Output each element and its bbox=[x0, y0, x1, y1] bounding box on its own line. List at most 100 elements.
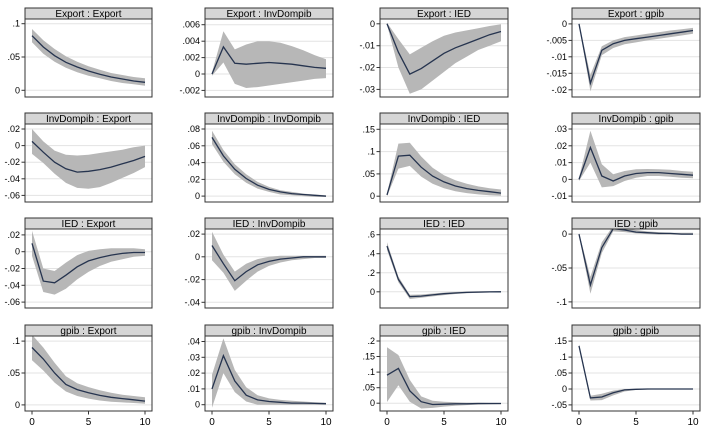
y-tick-label: .2 bbox=[367, 336, 375, 346]
y-tick-label: .004 bbox=[182, 36, 200, 46]
y-tick-label: .002 bbox=[182, 53, 200, 63]
y-tick-label: -.04 bbox=[4, 174, 20, 184]
subplot-title: InvDompib : InvDompib bbox=[217, 114, 321, 125]
y-tick-label: .02 bbox=[7, 230, 20, 240]
irf-line bbox=[386, 367, 501, 406]
y-tick-label: -.02 bbox=[4, 157, 20, 167]
y-tick-label: -.05 bbox=[551, 263, 567, 273]
y-tick-label: 0 bbox=[195, 252, 200, 262]
y-tick-label: .08 bbox=[187, 124, 200, 134]
subplot-title: Export : Export bbox=[55, 9, 121, 20]
x-tick-label: 0 bbox=[29, 417, 35, 428]
irf-line bbox=[31, 140, 146, 173]
y-tick-label: .05 bbox=[362, 169, 375, 179]
y-tick-label: .05 bbox=[362, 383, 375, 393]
y-tick-label: -.05 bbox=[551, 400, 567, 410]
y-tick-label: -.01 bbox=[551, 191, 567, 201]
y-tick-label: -.02 bbox=[4, 264, 20, 274]
y-tick-label: .15 bbox=[362, 124, 375, 134]
subplot-title-bar bbox=[24, 7, 153, 20]
y-tick-label: -.002 bbox=[179, 85, 200, 95]
subplot-title: IED : IED bbox=[423, 219, 465, 230]
y-tick-label: .1 bbox=[367, 367, 375, 377]
irf-line bbox=[578, 229, 693, 288]
x-tick-label: 10 bbox=[687, 417, 699, 428]
subplot-title-bar bbox=[204, 324, 334, 337]
x-tick-label: 10 bbox=[495, 417, 507, 428]
y-tick-label: -.03 bbox=[359, 84, 375, 94]
irf-line bbox=[211, 245, 326, 282]
x-tick-label: 5 bbox=[266, 417, 272, 428]
subplot-title-bar bbox=[24, 217, 153, 230]
y-tick-label: 0 bbox=[370, 19, 375, 29]
y-tick-label: .2 bbox=[367, 268, 375, 278]
y-tick-label: 0 bbox=[195, 69, 200, 79]
confidence-band bbox=[387, 22, 501, 94]
y-tick-label: -.1 bbox=[556, 297, 567, 307]
subplot-title: Export : gpib bbox=[608, 9, 665, 20]
irf-line bbox=[578, 145, 694, 182]
y-tick-label: 0 bbox=[15, 247, 20, 257]
y-tick-label: .03 bbox=[554, 124, 567, 134]
confidence-band bbox=[32, 129, 145, 189]
confidence-band bbox=[32, 29, 145, 86]
y-tick-label: .06 bbox=[187, 141, 200, 151]
y-tick-label: .04 bbox=[187, 337, 200, 347]
y-tick-label: -.01 bbox=[551, 52, 567, 62]
irf-line bbox=[211, 137, 327, 197]
irf-line bbox=[211, 353, 327, 405]
subplot-title: gpib : Export bbox=[60, 326, 116, 337]
y-tick-label: -.02 bbox=[184, 275, 200, 285]
y-tick-label: -.04 bbox=[184, 297, 200, 307]
y-tick-label: .1 bbox=[559, 352, 567, 362]
subplot-title-bar bbox=[204, 112, 334, 125]
y-tick-label: -.01 bbox=[359, 41, 375, 51]
subplot-title-bar bbox=[571, 112, 701, 125]
subplot-title: InvDompib : Export bbox=[46, 114, 131, 125]
confidence-band bbox=[212, 338, 326, 408]
subplot-title: gpib : IED bbox=[422, 326, 466, 337]
subplot-title: InvDompib : gpib bbox=[598, 114, 673, 125]
y-tick-label: -.02 bbox=[359, 63, 375, 73]
x-tick-label: 0 bbox=[576, 417, 582, 428]
x-tick-label: 5 bbox=[86, 417, 92, 428]
y-tick-label: 0 bbox=[195, 191, 200, 201]
irf-line bbox=[386, 154, 502, 196]
subplot-title: InvDompib : IED bbox=[408, 114, 481, 125]
irf-line bbox=[31, 35, 146, 83]
y-tick-label: 0 bbox=[370, 191, 375, 201]
subplot-title: IED : Export bbox=[62, 219, 116, 230]
y-tick-label: 0 bbox=[562, 229, 567, 239]
subplot-title-bar bbox=[24, 324, 153, 337]
subplot-title-bar bbox=[379, 217, 509, 230]
confidence-band bbox=[32, 336, 145, 404]
x-tick-label: 10 bbox=[139, 417, 151, 428]
y-tick-label: 0 bbox=[15, 141, 20, 151]
y-tick-label: .15 bbox=[554, 336, 567, 346]
irf-line bbox=[31, 243, 145, 284]
subplot-title-bar bbox=[571, 7, 701, 20]
x-tick-label: 0 bbox=[384, 417, 390, 428]
y-tick-label: .1 bbox=[12, 19, 20, 29]
subplot-title-bar bbox=[571, 217, 701, 230]
y-tick-label: .6 bbox=[367, 230, 375, 240]
y-tick-label: .02 bbox=[187, 174, 200, 184]
irf-line bbox=[31, 347, 146, 402]
subplot-title-bar bbox=[379, 112, 509, 125]
y-tick-label: -.04 bbox=[4, 280, 20, 290]
y-tick-label: .006 bbox=[182, 20, 200, 30]
confidence-band bbox=[212, 31, 326, 88]
x-tick-label: 5 bbox=[633, 417, 639, 428]
y-tick-label: .1 bbox=[367, 147, 375, 157]
subplot-title: IED : InvDompib bbox=[233, 219, 306, 230]
y-tick-label: 0 bbox=[562, 19, 567, 29]
y-tick-label: .02 bbox=[7, 124, 20, 134]
subplot-title: Export : IED bbox=[417, 9, 471, 20]
subplot-title-bar bbox=[204, 217, 334, 230]
subplot-title-bar bbox=[379, 324, 509, 337]
y-tick-label: .15 bbox=[362, 352, 375, 362]
irf-line bbox=[386, 245, 502, 298]
x-tick-label: 0 bbox=[209, 417, 215, 428]
y-tick-label: 0 bbox=[15, 400, 20, 410]
